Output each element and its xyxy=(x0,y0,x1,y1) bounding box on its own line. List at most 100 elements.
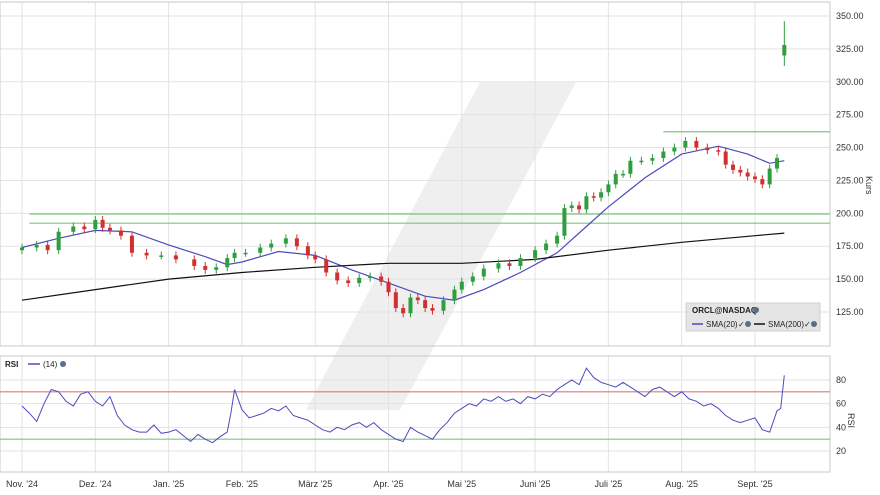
candle-body xyxy=(393,292,398,309)
candle-body xyxy=(232,252,237,259)
candle-body xyxy=(716,150,721,152)
candle-body xyxy=(82,226,87,230)
candle-body xyxy=(782,44,787,56)
candle-body xyxy=(159,255,164,257)
candle-body xyxy=(441,300,446,311)
candle-body xyxy=(305,246,310,256)
candle-body xyxy=(562,208,567,236)
candle-body xyxy=(118,230,123,236)
candle-body xyxy=(192,259,197,266)
candle-body xyxy=(335,272,340,281)
candle-body xyxy=(430,308,435,311)
candle-body xyxy=(584,196,589,210)
candle-body xyxy=(639,160,644,163)
rsi-reference-lines xyxy=(0,391,830,440)
candle-body xyxy=(173,255,178,260)
rsi-legend: RSI (14) xyxy=(5,360,66,369)
price-panel-frame xyxy=(0,1,831,347)
price-tick-label: 125.00 xyxy=(836,307,864,317)
candle-body xyxy=(20,247,24,251)
candle-body xyxy=(672,147,677,152)
rsi-tick-label: 60 xyxy=(836,399,846,409)
price-tick-label: 225.00 xyxy=(836,175,864,185)
candle-body xyxy=(705,147,710,151)
candle-body xyxy=(591,196,596,198)
legend-box xyxy=(685,302,821,332)
candle-body xyxy=(258,247,263,253)
legend-sma200-settings-icon[interactable] xyxy=(811,321,817,327)
price-tick-label: 175.00 xyxy=(836,241,864,251)
candle-body xyxy=(71,226,76,232)
candle-body xyxy=(496,263,501,269)
candle-body xyxy=(481,268,486,277)
legend-sma20-settings-icon[interactable] xyxy=(745,321,751,327)
candle-body xyxy=(518,258,523,266)
date-tick-label: März '25 xyxy=(298,479,332,489)
candle-body xyxy=(683,140,688,148)
candle-body xyxy=(357,277,362,284)
rsi-panel-frame xyxy=(0,355,831,473)
candle-body xyxy=(243,252,248,255)
candle-body xyxy=(379,276,384,282)
price-tick-label: 325.00 xyxy=(836,44,864,54)
candle-body xyxy=(723,151,728,165)
legend-settings-icon[interactable] xyxy=(753,307,759,313)
legend-sma20-check-icon[interactable]: ✓ xyxy=(738,320,745,329)
price-candles xyxy=(20,21,787,318)
candle-body xyxy=(324,259,329,273)
candle-body xyxy=(144,252,149,256)
rsi-line xyxy=(21,367,785,444)
price-tick-label: 300.00 xyxy=(836,77,864,87)
candle-body xyxy=(225,258,230,268)
candle-body xyxy=(214,267,219,270)
rsi-axis-title: RSI xyxy=(846,413,856,428)
candle-body xyxy=(753,176,757,180)
price-axis-ticks: 125.00 150.00 175.00 200.00 225.00 250.00 275.… xyxy=(836,11,864,317)
price-axis-title: Kurs xyxy=(864,176,874,195)
date-tick-label: Apr. '25 xyxy=(373,479,403,489)
candle-body xyxy=(694,140,699,148)
candle-body xyxy=(56,231,61,251)
candle-body xyxy=(452,289,457,301)
legend-sma20-label: SMA(20) xyxy=(706,320,738,329)
legend-sma200-check-icon[interactable]: ✓ xyxy=(804,320,811,329)
candle-body xyxy=(107,227,112,231)
candle-body xyxy=(346,280,351,284)
rsi-axis-ticks: 20 40 60 80 xyxy=(836,375,846,456)
price-tick-label: 350.00 xyxy=(836,11,864,21)
candle-body xyxy=(401,308,406,314)
candle-body xyxy=(599,192,604,198)
date-tick-label: Juni '25 xyxy=(520,479,551,489)
legend-sma200-label: SMA(200) xyxy=(768,320,804,329)
date-tick-label: Juli '25 xyxy=(595,479,623,489)
candle-body xyxy=(100,219,105,228)
rsi-tick-label: 40 xyxy=(836,422,846,432)
candle-body xyxy=(470,276,475,282)
candle-body xyxy=(628,160,633,174)
sma200-line xyxy=(21,232,785,301)
rsi-legend-label: RSI xyxy=(5,360,18,369)
price-tick-label: 275.00 xyxy=(836,110,864,120)
candle-body xyxy=(738,169,743,173)
candle-body xyxy=(661,151,666,159)
candle-body xyxy=(760,179,765,185)
candle-body xyxy=(544,243,549,251)
candle-body xyxy=(45,244,50,251)
date-tick-label: Aug. '25 xyxy=(665,479,698,489)
rsi-legend-settings-icon[interactable] xyxy=(60,361,66,367)
date-tick-label: Dez. '24 xyxy=(79,479,112,489)
candle-body xyxy=(774,158,779,169)
price-grid xyxy=(0,2,830,346)
date-tick-label: Sept. '25 xyxy=(737,479,772,489)
candle-body xyxy=(569,205,574,209)
candle-body xyxy=(731,164,736,170)
candle-body xyxy=(408,297,413,314)
candle-body xyxy=(613,173,618,185)
price-tick-label: 250.00 xyxy=(836,143,864,153)
rsi-series-line xyxy=(21,367,785,444)
candle-body xyxy=(650,158,655,161)
rsi-tick-label: 80 xyxy=(836,375,846,385)
candle-body xyxy=(606,184,611,193)
candle-body xyxy=(423,300,428,309)
